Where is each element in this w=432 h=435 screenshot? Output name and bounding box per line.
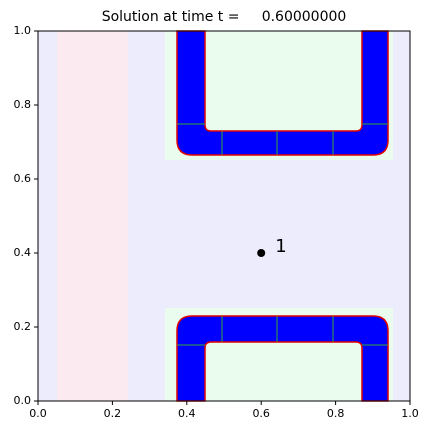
y-tick-label: 0.6 [14, 172, 32, 185]
x-tick-label: 1.0 [401, 407, 419, 420]
mesh-lines [177, 123, 388, 346]
plot-area [37, 30, 411, 402]
chart-title: Solution at time t = 0.60000000 [102, 9, 347, 25]
point-label: 1 [275, 236, 286, 257]
x-tick-label: 0.8 [327, 407, 345, 420]
x-tick-label: 0.4 [178, 407, 196, 420]
axes-frame [37, 30, 411, 402]
y-tick-label: 0.4 [14, 246, 32, 259]
y-tick-label: 0.8 [14, 98, 32, 111]
point [257, 249, 266, 257]
y-tick-label: 0.2 [14, 320, 32, 333]
region [57, 31, 128, 401]
x-tick-label: 0.2 [104, 407, 122, 420]
x-tick-label: 0.6 [252, 407, 270, 420]
x-tick-label: 0.0 [29, 407, 47, 420]
y-tick-label: 1.0 [14, 24, 32, 37]
y-tick-label: 0.0 [14, 394, 32, 407]
